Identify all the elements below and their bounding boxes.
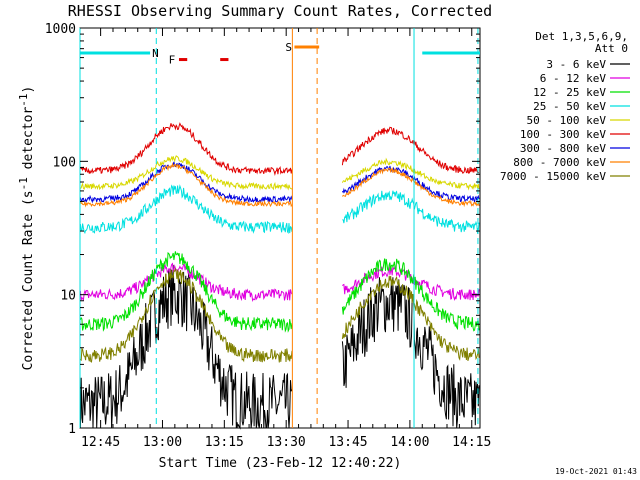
footer-timestamp: 19-Oct-2021 01:43 — [555, 467, 637, 476]
series-line-7 — [79, 162, 480, 208]
series-line-4 — [80, 155, 480, 191]
legend-entry: 100 - 300 keV — [520, 128, 606, 141]
y-axis-label-sup2: -1 — [17, 93, 30, 106]
x-tick-label: 13:45 — [328, 435, 367, 450]
series-line-0 — [79, 264, 480, 430]
chart-title: RHESSI Observing Summary Count Rates, Co… — [68, 2, 492, 20]
legend-entry: 7000 - 15000 keV — [500, 170, 606, 183]
series-line-8 — [80, 267, 480, 363]
legend-entry: 300 - 800 keV — [520, 142, 606, 155]
legend-entry: 12 - 25 keV — [533, 86, 606, 99]
series-line-5 — [80, 122, 480, 176]
y-tick-label: 1000 — [45, 22, 76, 37]
y-axis-label: Corrected Count Rate (s-1 detector-1) — [17, 86, 36, 371]
y-tick-label: 1 — [68, 422, 76, 437]
y-axis-label-end: ) — [21, 86, 36, 94]
plot-frame — [79, 27, 481, 429]
x-axis: 12:45 13:00 13:15 13:30 13:45 14:00 14:15 — [81, 28, 491, 450]
x-tick-label: 13:15 — [205, 435, 244, 450]
legend-header: Att 0 — [595, 42, 628, 55]
x-tick-label: 14:15 — [452, 435, 491, 450]
legend-header: Det 1,3,5,6,9, — [535, 30, 628, 43]
y-axis-label-main: Corrected Count Rate (s — [21, 190, 36, 370]
x-tick-label: 14:00 — [390, 435, 429, 450]
x-tick-label: 13:30 — [267, 435, 306, 450]
series-line-2 — [79, 251, 480, 333]
y-axis: 1 10 100 1000 — [45, 22, 480, 437]
annotation-night: N — [152, 47, 159, 60]
x-tick-label: 13:00 — [143, 435, 182, 450]
legend-entry: 25 - 50 keV — [533, 100, 606, 113]
x-tick-label: 12:45 — [81, 435, 120, 450]
annotation-saa: S — [285, 41, 292, 54]
annotation-flare: F — [169, 54, 176, 67]
legend-entry: 800 - 7000 keV — [513, 156, 606, 169]
y-axis-label-sup1: -1 — [17, 177, 30, 190]
plot-content: NF S — [79, 28, 480, 430]
legend-entry: 6 - 12 keV — [540, 72, 607, 85]
y-tick-label: 100 — [53, 155, 76, 170]
y-axis-label-mid: detector — [21, 107, 36, 178]
series-line-3 — [79, 184, 480, 235]
x-axis-label: Start Time (23-Feb-12 12:40:22) — [159, 456, 402, 471]
legend-entry: 3 - 6 keV — [546, 58, 606, 71]
y-tick-label: 10 — [60, 289, 76, 304]
legend-entry: 50 - 100 keV — [527, 114, 607, 127]
